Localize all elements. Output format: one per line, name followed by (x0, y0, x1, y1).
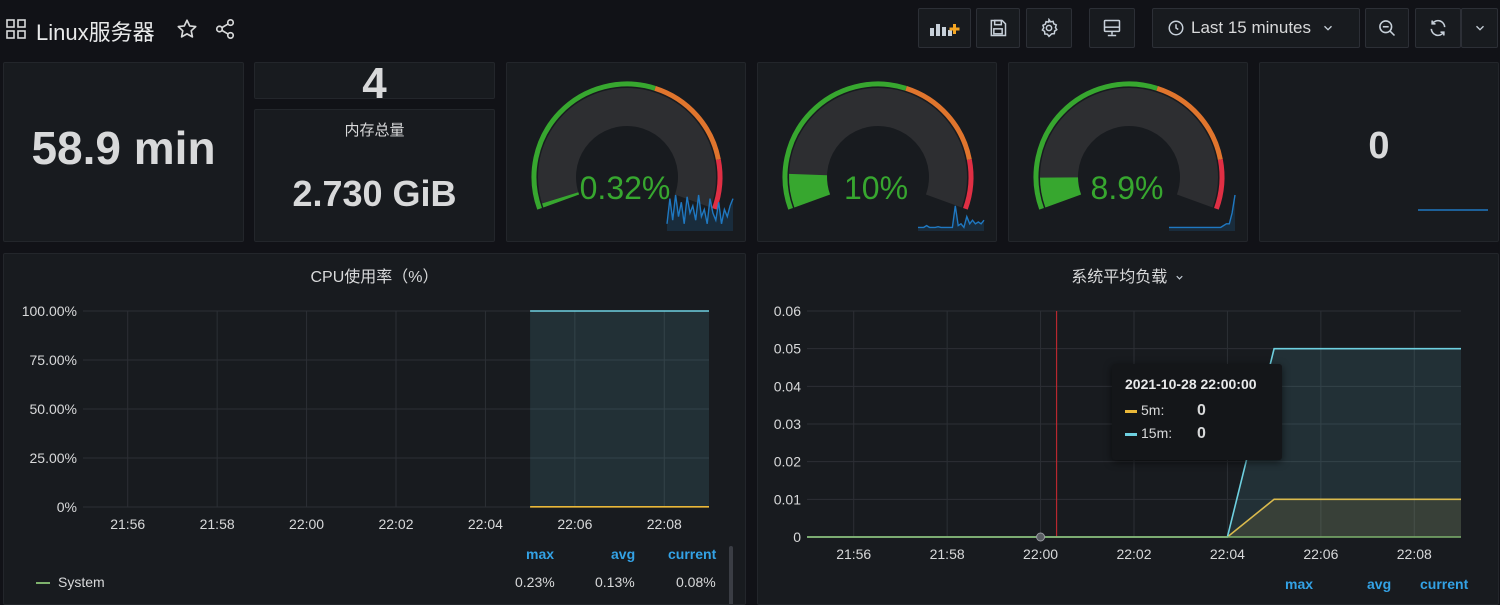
uptime-value: 58.9 min (4, 121, 243, 175)
x-tick-label: 21:56 (110, 516, 145, 532)
x-tick-label: 22:02 (378, 516, 413, 532)
add-panel-button[interactable] (918, 8, 971, 48)
legend-header-avg[interactable]: avg (611, 546, 635, 562)
tooltip-series-name: 5m: (1141, 402, 1164, 418)
y-tick-label: 25.00% (30, 450, 77, 466)
x-tick-label: 22:04 (1210, 546, 1245, 562)
clock-icon (1167, 19, 1185, 37)
legend-value-current: 0.08% (676, 574, 716, 590)
x-tick-label: 22:00 (1023, 546, 1058, 562)
cpu-cores-value: 4 (255, 62, 494, 99)
memory-total-title: 内存总量 (255, 119, 494, 140)
legend-header-current[interactable]: current (668, 546, 716, 562)
gauge-value-text: 0.32% (580, 170, 671, 206)
series-area (530, 311, 709, 507)
legend-swatch (36, 582, 50, 584)
x-tick-label: 21:56 (836, 546, 871, 562)
gauge-chart: 0.32% (507, 63, 746, 242)
legend-series-name: System (58, 574, 105, 590)
hover-point (1037, 533, 1045, 541)
gauge-value-text: 8.9% (1091, 170, 1164, 206)
refresh-button[interactable] (1415, 8, 1461, 48)
y-tick-label: 0.04 (774, 378, 801, 394)
gauge-value-arc (808, 175, 812, 201)
legend-header-avg[interactable]: avg (1367, 576, 1391, 592)
zoom-out-icon (1377, 18, 1397, 38)
gauge-chart: 10% (758, 63, 997, 242)
gauge-panel-2[interactable]: 10% (757, 62, 997, 242)
legend-value-avg: 0.13% (595, 574, 635, 590)
tooltip-row-5m: 5m: (1125, 402, 1164, 418)
settings-button[interactable] (1026, 8, 1072, 48)
legend-value-max: 0.23% (515, 574, 555, 590)
x-tick-label: 22:06 (1303, 546, 1338, 562)
y-tick-label: 50.00% (30, 401, 77, 417)
legend-header-max[interactable]: max (1285, 576, 1313, 592)
x-tick-label: 22:08 (647, 516, 682, 532)
gear-icon (1039, 18, 1059, 38)
gauge-panel-3[interactable]: 8.9% (1008, 62, 1248, 242)
save-dashboard-button[interactable] (976, 8, 1020, 48)
refresh-interval-button[interactable] (1461, 8, 1498, 48)
chevron-down-icon (1473, 21, 1487, 35)
uptime-panel[interactable]: 58.9 min (3, 62, 244, 242)
x-tick-label: 22:06 (557, 516, 592, 532)
tooltip-row-15m: 15m: (1125, 425, 1172, 441)
x-tick-label: 22:08 (1397, 546, 1432, 562)
tooltip-swatch (1125, 433, 1137, 436)
legend-scrollbar[interactable] (729, 546, 733, 605)
add-panel-icon (928, 18, 962, 38)
memory-total-panel[interactable]: 内存总量 2.730 GiB (254, 109, 495, 242)
x-tick-label: 22:04 (468, 516, 503, 532)
graph-tooltip: 2021-10-28 22:00:00 5m: 0 15m: 0 (1112, 364, 1282, 460)
tooltip-value-5m: 0 (1197, 402, 1206, 420)
cpu-cores-panel[interactable]: 4 (254, 62, 495, 99)
y-tick-label: 0.01 (774, 491, 801, 507)
time-range-label: Last 15 minutes (1191, 18, 1311, 38)
y-tick-label: 0% (57, 499, 77, 515)
tooltip-time: 2021-10-28 22:00:00 (1125, 376, 1257, 392)
gauge-value-arc (1059, 178, 1063, 201)
y-tick-label: 75.00% (30, 352, 77, 368)
y-tick-label: 0.05 (774, 341, 801, 357)
gauge-value-text: 10% (844, 170, 908, 206)
chevron-down-icon (1321, 21, 1335, 35)
star-icon[interactable] (176, 18, 198, 45)
sparkline (1260, 63, 1499, 242)
legend-item-system[interactable]: System (36, 574, 105, 590)
x-tick-label: 21:58 (930, 546, 965, 562)
y-tick-label: 100.00% (22, 303, 77, 319)
tooltip-series-name: 15m: (1141, 425, 1172, 441)
zoom-out-button[interactable] (1365, 8, 1409, 48)
dashboards-grid-icon[interactable] (6, 19, 26, 44)
time-picker-button[interactable]: Last 15 minutes (1152, 8, 1360, 48)
y-tick-label: 0.06 (774, 303, 801, 319)
share-icon[interactable] (214, 18, 236, 45)
gauge-value-arc (560, 198, 561, 201)
save-icon (988, 18, 1008, 38)
x-tick-label: 22:00 (289, 516, 324, 532)
tooltip-value-15m: 0 (1197, 425, 1206, 443)
memory-total-value: 2.730 GiB (255, 173, 494, 215)
x-tick-label: 21:58 (200, 516, 235, 532)
x-tick-label: 22:02 (1116, 546, 1151, 562)
gauge-chart: 8.9% (1009, 63, 1248, 242)
tooltip-swatch (1125, 410, 1137, 413)
cycle-view-mode-button[interactable] (1089, 8, 1135, 48)
stat-panel-right[interactable]: 0 (1259, 62, 1499, 242)
legend-header-current[interactable]: current (1420, 576, 1468, 592)
dashboard-header: Linux服务器 Last 15 minutes (0, 0, 1500, 58)
cpu-usage-panel[interactable]: CPU使用率（%） 0%25.00%50.00%75.00%100.00%21:… (3, 253, 746, 605)
y-tick-label: 0.02 (774, 454, 801, 470)
monitor-icon (1102, 18, 1122, 38)
dashboard-title[interactable]: Linux服务器 (36, 15, 155, 47)
y-tick-label: 0 (793, 529, 801, 545)
legend-header-max[interactable]: max (526, 546, 554, 562)
y-tick-label: 0.03 (774, 416, 801, 432)
gauge-panel-1[interactable]: 0.32% (506, 62, 746, 242)
refresh-icon (1428, 18, 1448, 38)
